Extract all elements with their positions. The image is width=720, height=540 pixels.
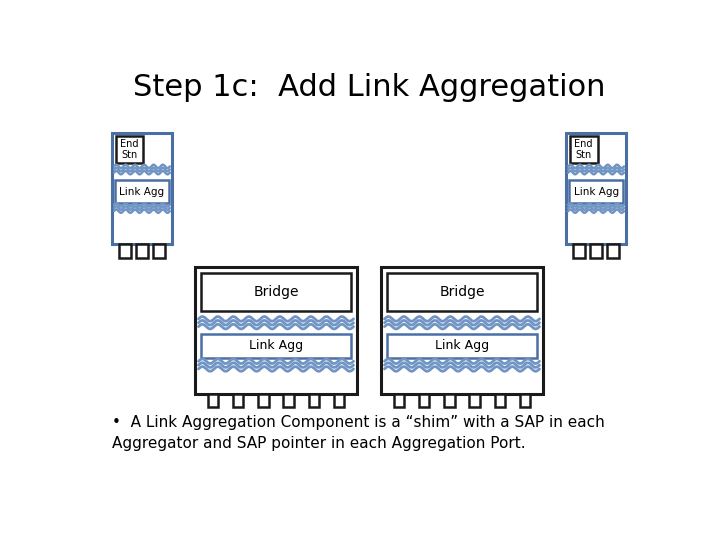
Bar <box>570 137 598 163</box>
Bar <box>444 394 454 408</box>
Bar <box>495 394 505 408</box>
Text: Link Agg: Link Agg <box>435 339 489 353</box>
Bar <box>112 132 172 244</box>
Text: Link Agg: Link Agg <box>120 187 164 197</box>
Text: Bridge: Bridge <box>439 285 485 299</box>
Bar <box>381 267 544 394</box>
Bar <box>607 244 619 258</box>
Bar <box>284 394 294 408</box>
Bar <box>114 180 169 204</box>
Bar <box>590 244 602 258</box>
Bar <box>309 394 319 408</box>
Text: Link Agg: Link Agg <box>574 187 618 197</box>
Bar <box>136 244 148 258</box>
Bar <box>569 180 624 204</box>
Bar <box>419 394 429 408</box>
Text: •  A Link Aggregation Component is a “shim” with a SAP in each
Aggregator and SA: • A Link Aggregation Component is a “shi… <box>112 415 605 451</box>
Bar <box>201 273 351 311</box>
Text: Bridge: Bridge <box>253 285 299 299</box>
Bar <box>573 244 585 258</box>
Text: End
Stn: End Stn <box>575 139 593 160</box>
Bar <box>395 394 405 408</box>
Bar <box>153 244 165 258</box>
Bar <box>258 394 269 408</box>
Bar <box>469 394 480 408</box>
Bar <box>201 334 351 358</box>
Bar <box>566 132 626 244</box>
Bar <box>520 394 530 408</box>
Bar <box>387 334 537 358</box>
Text: Link Agg: Link Agg <box>249 339 303 353</box>
Bar <box>119 244 131 258</box>
Bar <box>387 273 537 311</box>
Bar <box>333 394 343 408</box>
Bar <box>194 267 357 394</box>
Bar <box>208 394 218 408</box>
Text: End
Stn: End Stn <box>120 139 139 160</box>
Bar <box>233 394 243 408</box>
Bar <box>116 137 143 163</box>
Text: Step 1c:  Add Link Aggregation: Step 1c: Add Link Aggregation <box>132 72 606 102</box>
